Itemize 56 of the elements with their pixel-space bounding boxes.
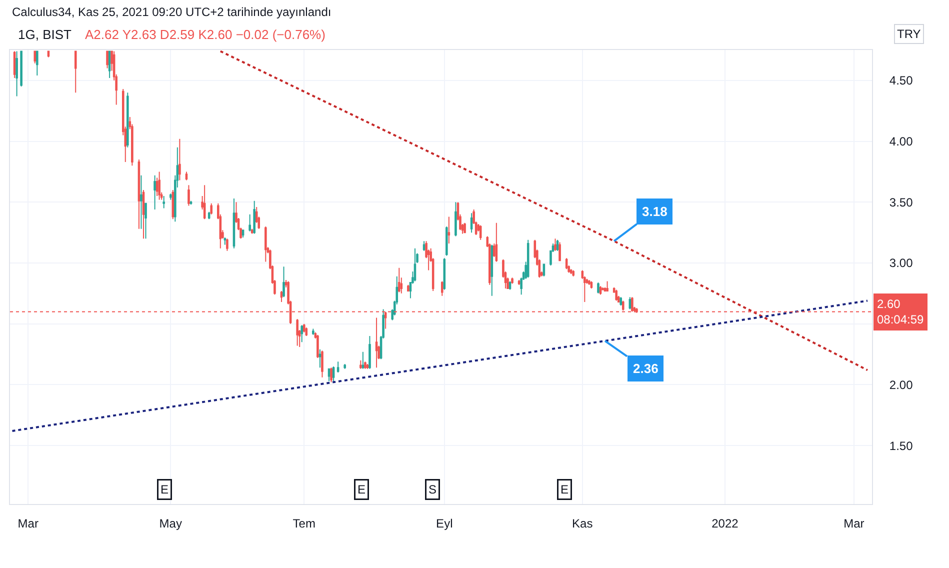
candlestick (47, 50, 50, 57)
x-tick-label: Mar (844, 516, 864, 530)
y-axis-title: TRY (897, 27, 921, 41)
candlestick (203, 184, 206, 220)
y-tick-label: 3.50 (889, 195, 914, 210)
candlestick (508, 282, 512, 290)
annotation: E (560, 482, 569, 496)
candlestick (74, 50, 77, 94)
y-tick-label: 4.00 (889, 134, 914, 148)
x-tick-label: Tem (292, 516, 316, 530)
candlestick (414, 248, 416, 282)
candlestick (542, 264, 546, 276)
x-tick-label: Eyl (436, 516, 453, 530)
chart-title: 1G, BIST (18, 27, 72, 42)
text: Calculus34, Kas 25, 2021 09:20 UTC+2 tarihinde yayınlandı (12, 5, 332, 19)
candlestick (336, 361, 340, 374)
candlestick (443, 258, 446, 290)
x-tick-label: Mar (18, 516, 38, 530)
candlestick (224, 236, 226, 246)
candlestick (470, 212, 473, 234)
y-tick-label: 3.00 (889, 256, 914, 270)
candlestick (13, 50, 16, 78)
candlestick (138, 159, 140, 230)
candlestick (495, 222, 498, 262)
annotation: S (428, 482, 437, 496)
annotation: 3.18 (642, 204, 668, 219)
candlestick (366, 364, 369, 368)
candlestick (628, 296, 632, 310)
x-tick-label: May (159, 516, 182, 530)
candlestick (142, 189, 145, 240)
candlestick (280, 290, 283, 302)
candlestick (479, 224, 482, 240)
candlestick (448, 216, 450, 244)
candlestick (328, 368, 330, 382)
y-tick-label: 1.50 (889, 438, 914, 453)
candlestick (332, 366, 335, 382)
candlestick (490, 244, 494, 296)
candlestick (34, 50, 36, 64)
candlestick (526, 239, 530, 278)
x-tick-label: 2022 (712, 516, 739, 530)
ref-line-label: 2.60 08:04:59 (877, 297, 924, 327)
candlestick (422, 240, 426, 252)
annotation: 2.36 (633, 361, 658, 376)
candlestick (362, 351, 364, 370)
candlestick (232, 198, 236, 249)
x-tick-label: Kas (572, 516, 593, 530)
candlestick (172, 189, 174, 220)
annotation: E (358, 482, 366, 496)
chart-subtitle: A2.62 Y2.63 D2.59 K2.60 −0.02 (−0.76%) (85, 27, 326, 42)
candlestick (375, 317, 378, 368)
candlestick (185, 171, 188, 181)
y-tick-label: 2.00 (889, 378, 914, 392)
y-tick-label: 4.50 (889, 74, 914, 88)
candlestick (242, 230, 244, 238)
annotation: E (160, 482, 169, 496)
candlestick (108, 50, 111, 78)
